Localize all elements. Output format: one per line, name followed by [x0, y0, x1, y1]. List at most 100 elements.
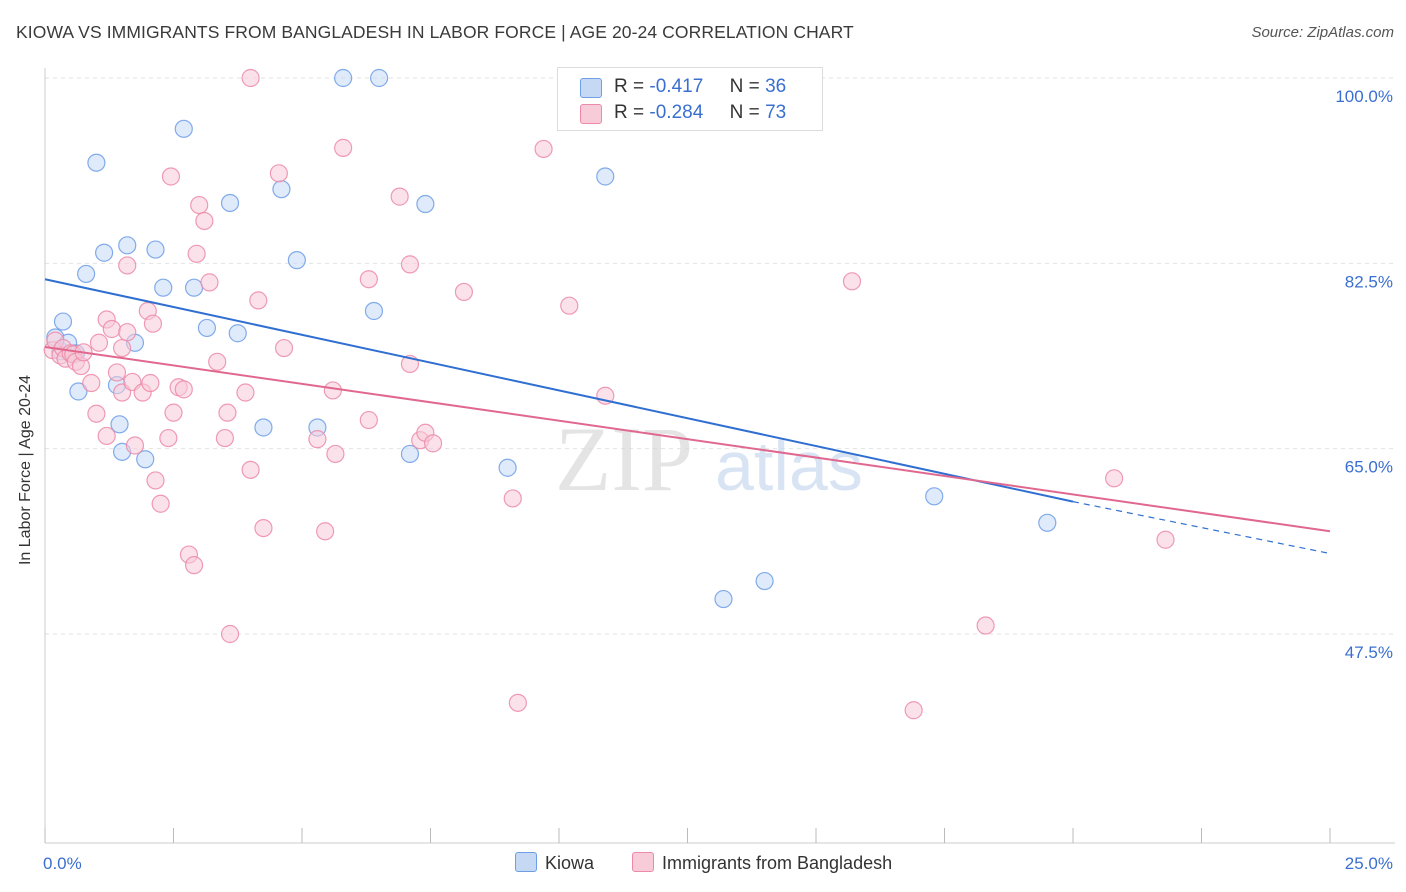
- x-tick-labels: 0.0% 25.0%: [43, 854, 1393, 873]
- bangladesh-point: [164, 403, 183, 422]
- bangladesh-point: [534, 139, 553, 159]
- source-label: Source: ZipAtlas.com: [1251, 24, 1394, 41]
- kiowa-point: [197, 318, 217, 338]
- kiowa-point: [416, 194, 435, 214]
- kiowa-point: [228, 324, 247, 343]
- kiowa-point: [755, 571, 774, 591]
- bangladesh-point: [359, 410, 378, 430]
- kiowa-point: [110, 415, 129, 434]
- kiowa-point: [136, 450, 155, 469]
- bangladesh-point: [146, 471, 165, 490]
- bangladesh-point: [161, 167, 181, 186]
- bangladesh-point: [218, 403, 237, 422]
- bangladesh-point: [274, 338, 294, 358]
- kiowa-point: [287, 251, 306, 270]
- kiowa-point: [174, 119, 193, 138]
- legend-r-label: R =: [614, 102, 645, 123]
- kiowa-point: [498, 458, 517, 477]
- bangladesh-point: [89, 333, 109, 352]
- kiowa-point: [364, 301, 384, 321]
- bangladesh-point: [82, 373, 101, 393]
- kiowa-point: [370, 68, 389, 88]
- bangladesh-point: [976, 616, 995, 635]
- bangladesh-point: [316, 522, 335, 541]
- bangladesh-point: [215, 428, 234, 448]
- kiowa-point: [334, 68, 353, 88]
- watermark-atlas: atlas: [715, 427, 863, 505]
- y-axis-label: In Labor Force | Age 20-24: [17, 374, 34, 566]
- bangladesh-trend-line: [44, 346, 1331, 533]
- bangladesh-point: [904, 701, 923, 720]
- kiowa-point: [53, 312, 73, 331]
- bangladesh-point: [254, 518, 273, 538]
- bangladesh-point: [390, 187, 409, 206]
- bangladesh-point: [97, 426, 116, 446]
- legend-n-label: N =: [729, 102, 760, 123]
- y-tick-label: 65.0%: [1345, 458, 1393, 477]
- bangladesh-point: [560, 296, 579, 315]
- kiowa-point: [1038, 513, 1057, 532]
- bottom-legend-kiowa: Kiowa: [515, 852, 594, 874]
- kiowa-point: [118, 236, 137, 255]
- bangladesh-point: [508, 693, 527, 712]
- bangladesh-point: [236, 383, 255, 402]
- y-tick-label: 100.0%: [1335, 87, 1393, 106]
- kiowa-point: [146, 240, 165, 259]
- kiowa-trend-line: [44, 278, 1074, 503]
- bangladesh-point: [269, 164, 288, 183]
- legend-n-label: N =: [729, 76, 760, 97]
- kiowa-point: [220, 193, 240, 213]
- axes: [44, 68, 1395, 844]
- bangladesh-point: [308, 430, 327, 449]
- kiowa-point: [77, 264, 96, 284]
- legend-r-label: R =: [614, 76, 645, 97]
- bangladesh-point: [184, 556, 204, 575]
- legend-r-value: -0.417: [649, 76, 704, 97]
- legend: R = -0.417 N = 36 R = -0.284 N = 73: [557, 67, 823, 131]
- kiowa-point: [87, 153, 106, 172]
- trend-lines: [44, 278, 1331, 555]
- chart-title: KIOWA VS IMMIGRANTS FROM BANGLADESH IN L…: [16, 22, 854, 42]
- bangladesh-point: [190, 195, 209, 215]
- bangladesh-point: [195, 211, 214, 231]
- bangladesh-point: [200, 273, 219, 292]
- bangladesh-point: [102, 319, 121, 339]
- bangladesh-point: [1105, 469, 1124, 488]
- bangladesh-point: [241, 68, 260, 88]
- watermark-zip: ZIP: [555, 408, 693, 510]
- kiowa-point: [184, 278, 204, 297]
- legend-n-value: 36: [765, 76, 787, 97]
- bangladesh-point: [143, 314, 163, 333]
- x-tick-label: 0.0%: [43, 854, 82, 873]
- kiowa-swatch: [580, 78, 602, 98]
- kiowa-point: [596, 167, 615, 186]
- kiowa-point: [272, 180, 291, 199]
- bottom-legend-bangladesh: Immigrants from Bangladesh: [632, 852, 892, 874]
- bangladesh-swatch: [632, 852, 654, 872]
- bangladesh-point: [842, 272, 862, 291]
- kiowa-point: [925, 487, 944, 506]
- bangladesh-point: [107, 363, 127, 382]
- bangladesh-point: [208, 352, 227, 371]
- grid-lines: [45, 77, 1395, 635]
- kiowa-point: [714, 589, 733, 609]
- bangladesh-point: [323, 381, 342, 400]
- bangladesh-point: [241, 460, 260, 479]
- bangladesh-point: [454, 282, 474, 302]
- kiowa-point: [95, 243, 114, 262]
- y-tick-label: 82.5%: [1345, 272, 1393, 291]
- kiowa-swatch: [515, 852, 537, 872]
- legend-n-value: 73: [765, 102, 787, 123]
- kiowa-point: [400, 444, 420, 464]
- kiowa-point: [69, 382, 88, 401]
- x-tick-label: 25.0%: [1345, 854, 1393, 873]
- bangladesh-point: [359, 270, 378, 289]
- bangladesh-point: [159, 428, 178, 448]
- bangladesh-point: [503, 489, 522, 508]
- legend-r-value: -0.284: [649, 102, 704, 123]
- bangladesh-point: [423, 434, 443, 453]
- y-tick-label: 47.5%: [1345, 643, 1393, 662]
- bangladesh-point: [249, 291, 268, 310]
- bangladesh-point: [326, 444, 345, 464]
